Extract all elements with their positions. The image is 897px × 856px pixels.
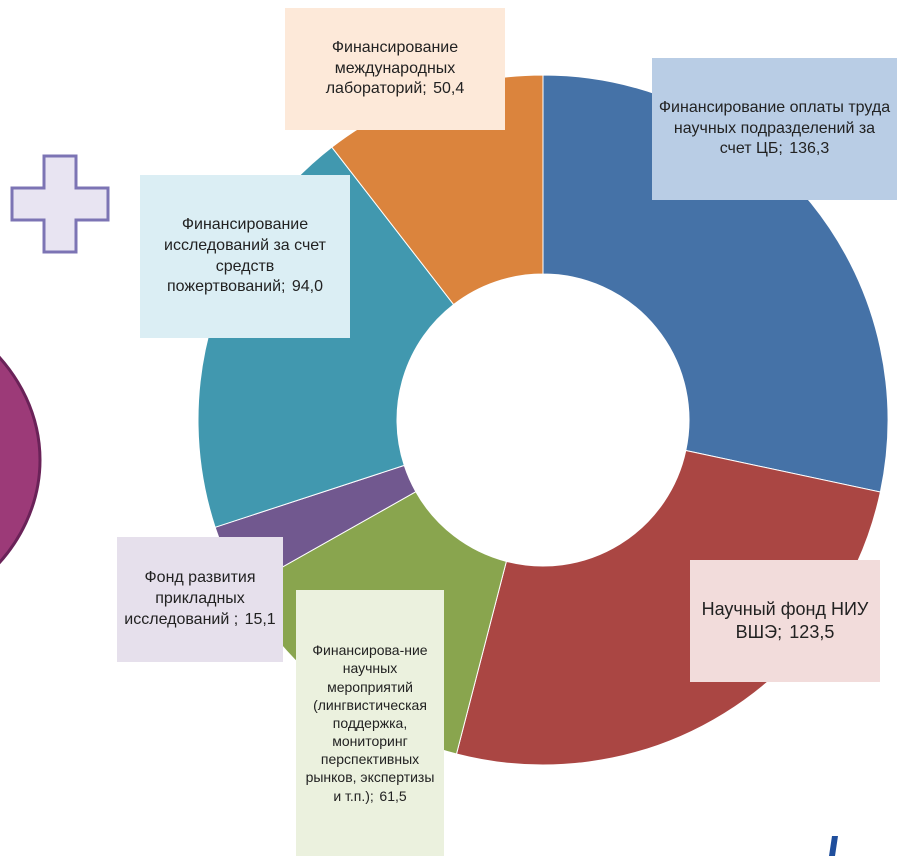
value-label: 50,4 [433, 80, 464, 97]
label-text: Финансирова-ние научных мероприятий (лин… [302, 641, 438, 805]
value-label: 136,3 [789, 140, 829, 157]
category-label: Фонд развития прикладных исследований ; [124, 569, 255, 628]
data-label: Финансирование исследований за счет сред… [140, 175, 350, 338]
data-label: Фонд развития прикладных исследований ;1… [117, 537, 283, 662]
data-label: Научный фонд НИУ ВШЭ;123,5 [690, 560, 880, 682]
label-text: Финансирование международных лабораторий… [291, 38, 499, 100]
data-label: Финансирование оплаты труда научных подр… [652, 58, 897, 200]
value-label: 61,5 [379, 788, 406, 804]
label-text: Финансирование оплаты труда научных подр… [658, 98, 891, 160]
category-label: Финансирование оплаты труда научных подр… [659, 99, 890, 158]
value-label: 123,5 [789, 622, 834, 642]
data-label: Финансирова-ние научных мероприятий (лин… [296, 590, 444, 856]
data-label: Финансирование международных лабораторий… [285, 8, 505, 130]
label-text: Фонд развития прикладных исследований ;1… [123, 568, 277, 630]
value-label: 94,0 [292, 278, 323, 295]
category-label: Научный фонд НИУ ВШЭ; [702, 599, 869, 642]
label-text: Научный фонд НИУ ВШЭ;123,5 [696, 598, 874, 645]
page: Финансирование оплаты труда научных подр… [0, 0, 897, 856]
label-text: Финансирование исследований за счет сред… [146, 215, 344, 298]
value-label: 15,1 [245, 611, 276, 628]
category-label: Финансирова-ние научных мероприятий (лин… [306, 642, 435, 804]
